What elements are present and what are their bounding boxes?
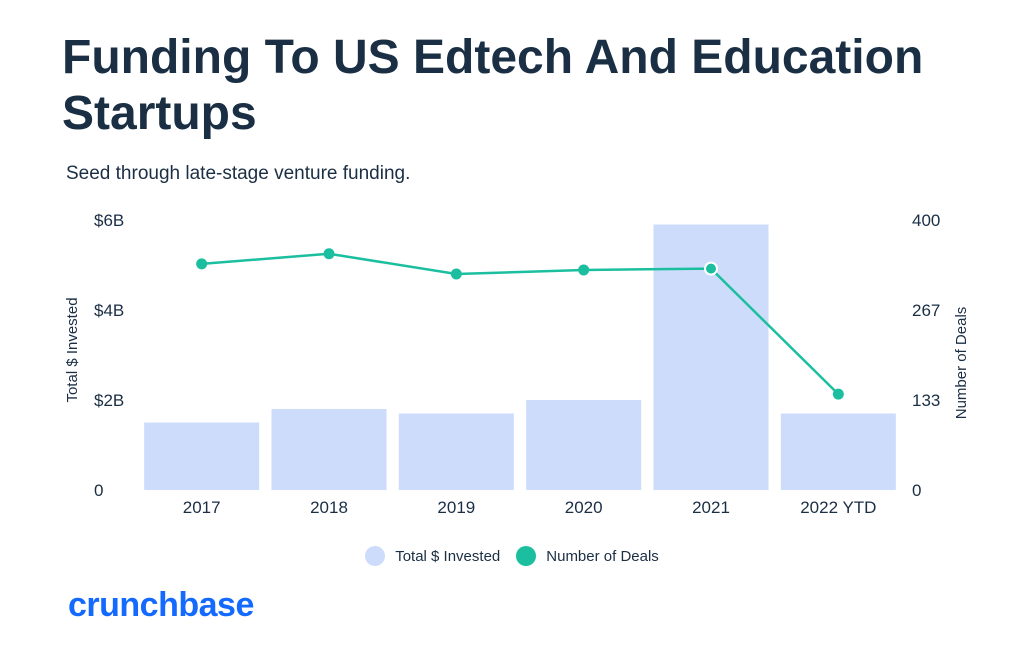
bar-2020 <box>526 400 642 490</box>
bars-group <box>144 224 896 490</box>
left-tick-label: $2B <box>94 391 124 410</box>
deals-line <box>201 252 840 396</box>
legend-swatch-deals <box>516 546 537 566</box>
left-tick-label: 0 <box>94 481 103 500</box>
right-tick-label: 400 <box>912 211 940 230</box>
x-tick-label: 2022 YTD <box>800 498 876 517</box>
x-tick-label: 2017 <box>183 498 221 517</box>
deals-point-2020 <box>578 264 590 276</box>
chart-legend: Total $ Invested Number of Deals <box>0 546 1024 566</box>
x-tick-label: 2018 <box>310 498 348 517</box>
deals-point-2017 <box>196 258 208 270</box>
right-tick-label: 267 <box>912 301 940 320</box>
bar-2022-ytd <box>780 413 896 490</box>
deals-point-2022-ytd <box>832 388 844 400</box>
legend-label-invested: Total $ Invested <box>395 547 501 565</box>
right-axis-title: Number of Deals <box>953 307 970 420</box>
legend-item-deals: Number of Deals <box>516 546 659 566</box>
x-tick-label: 2020 <box>565 498 603 517</box>
x-tick-label: 2019 <box>437 498 475 517</box>
legend-item-invested: Total $ Invested <box>365 546 500 566</box>
right-axis-ticks: 0 133 267 400 <box>912 211 940 500</box>
left-axis-ticks: 0 $2B $4B $6B <box>94 211 124 500</box>
deals-point-2019 <box>450 268 462 280</box>
right-tick-label: 133 <box>912 391 940 410</box>
chart-subtitle: Seed through late-stage venture funding. <box>66 163 411 184</box>
crunchbase-logo: crunchbase <box>68 586 254 624</box>
x-axis-ticks: 2017 2018 2019 2020 2021 2022 YTD <box>183 498 877 517</box>
right-tick-label: 0 <box>912 481 921 500</box>
bar-2017 <box>144 422 260 490</box>
legend-swatch-invested <box>365 546 386 566</box>
left-axis-title: Total $ Invested <box>64 297 81 402</box>
legend-label-deals: Number of Deals <box>546 547 659 565</box>
bar-2018 <box>271 409 387 490</box>
bar-2019 <box>398 413 514 490</box>
line-group <box>196 248 844 400</box>
left-tick-label: $6B <box>94 211 124 230</box>
deals-point-2021 <box>704 261 718 276</box>
deals-point-2018 <box>323 248 335 260</box>
chart-title: Funding To US Edtech And Education Start… <box>62 31 924 140</box>
left-tick-label: $4B <box>94 301 124 320</box>
x-tick-label: 2021 <box>692 498 730 517</box>
